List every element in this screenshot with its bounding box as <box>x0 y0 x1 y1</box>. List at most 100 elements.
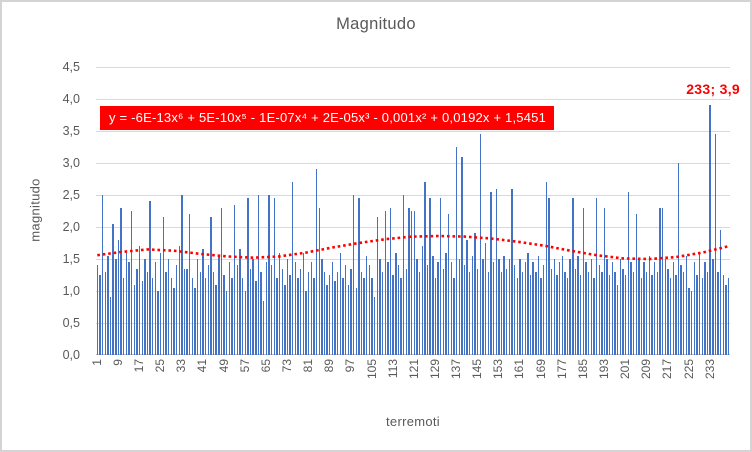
bar <box>302 252 305 355</box>
bar <box>490 191 492 355</box>
bar <box>260 271 262 355</box>
bar <box>574 268 577 355</box>
bar <box>315 169 318 355</box>
x-tick-label: 73 <box>280 359 295 373</box>
bar <box>265 262 268 355</box>
bar <box>506 268 508 355</box>
bar <box>611 262 614 355</box>
bar <box>212 271 215 355</box>
x-tick-label: 145 <box>470 359 485 380</box>
bar <box>352 195 355 355</box>
bar <box>141 281 143 355</box>
bar <box>397 265 400 355</box>
x-tick-label: 65 <box>258 359 273 373</box>
bar <box>286 259 289 355</box>
y-tick-label: 0,5 <box>62 316 80 330</box>
bar <box>693 262 696 355</box>
bar <box>307 271 310 355</box>
bar <box>204 278 207 355</box>
bar <box>421 246 423 355</box>
bar <box>294 262 297 355</box>
bar <box>656 271 659 355</box>
bar <box>194 287 196 355</box>
x-tick-label: 25 <box>153 359 168 373</box>
bar <box>152 278 154 355</box>
bar <box>598 265 600 355</box>
bar <box>181 195 183 355</box>
bar <box>432 255 434 355</box>
x-tick-label: 233 <box>702 359 717 380</box>
bar <box>725 284 727 355</box>
bar <box>603 207 606 355</box>
bar <box>413 211 415 355</box>
x-tick-label: 225 <box>681 359 696 380</box>
bar <box>281 268 283 355</box>
bar <box>395 252 397 355</box>
bar <box>479 134 482 355</box>
bar <box>675 275 677 355</box>
bar <box>477 268 479 355</box>
x-axis-title: terremoti <box>386 414 440 429</box>
x-tick-label: 1 <box>89 359 104 366</box>
bar <box>233 204 236 355</box>
bar <box>474 233 476 355</box>
bar <box>297 278 299 355</box>
bar <box>270 265 273 355</box>
x-tick-label: 33 <box>174 359 189 373</box>
bar <box>595 198 598 355</box>
bar <box>273 198 275 355</box>
bar <box>495 188 497 355</box>
gridline <box>96 227 730 228</box>
bar <box>680 265 682 355</box>
bar <box>455 147 458 355</box>
bar <box>239 249 241 355</box>
bar <box>643 262 645 355</box>
bar <box>241 278 244 355</box>
bar <box>521 271 524 355</box>
bar <box>416 259 418 355</box>
bar <box>529 275 532 355</box>
bar <box>104 271 106 355</box>
bar <box>514 265 516 355</box>
bar <box>590 259 592 355</box>
bar <box>257 195 260 355</box>
bar <box>128 262 130 355</box>
y-tick-label: 1,0 <box>62 284 80 298</box>
bar <box>442 268 445 355</box>
bar <box>543 265 545 355</box>
bar <box>619 259 622 355</box>
bar <box>434 278 437 355</box>
x-tick-label: 185 <box>575 359 590 380</box>
bar <box>532 262 534 355</box>
bar <box>210 217 212 355</box>
bar <box>569 259 571 355</box>
bar <box>186 268 188 355</box>
bar <box>368 265 371 355</box>
bar <box>500 271 503 355</box>
bar <box>706 271 709 355</box>
bar <box>601 271 603 355</box>
bar <box>247 198 249 355</box>
x-tick-label: 137 <box>449 359 464 380</box>
bar <box>218 255 220 355</box>
bar <box>698 252 701 355</box>
bar <box>125 252 128 355</box>
bar <box>249 268 252 355</box>
y-tick-label: 4,0 <box>62 92 80 106</box>
x-tick-label: 201 <box>618 359 633 380</box>
bar <box>363 278 365 355</box>
bar <box>284 284 286 355</box>
bar <box>484 243 487 355</box>
bar <box>709 105 711 355</box>
bar <box>661 207 664 355</box>
x-tick-label: 169 <box>533 359 548 380</box>
bar <box>606 259 608 355</box>
bar <box>220 207 223 355</box>
bar <box>154 262 157 355</box>
x-tick-label: 129 <box>427 359 442 380</box>
bar <box>587 271 590 355</box>
bar <box>173 287 175 355</box>
y-tick-label: 0,0 <box>62 348 80 362</box>
x-tick-label: 209 <box>639 359 654 380</box>
